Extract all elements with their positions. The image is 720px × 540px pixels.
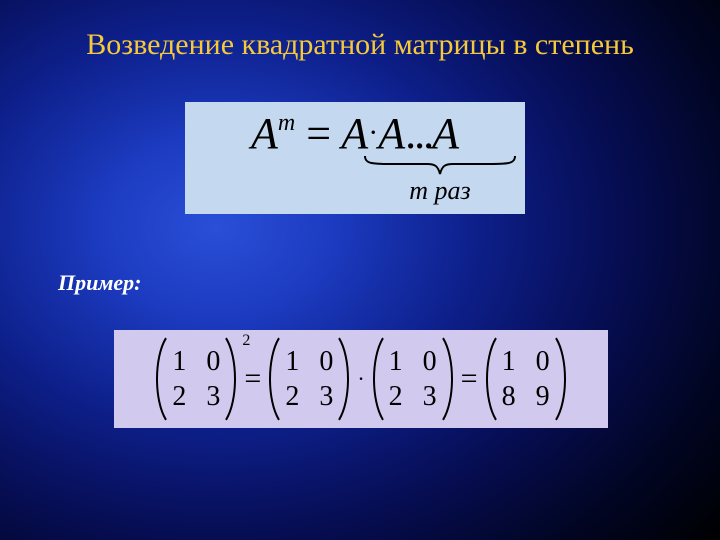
example-heading: Пример: [58,270,142,296]
slide-title: Возведение квадратной матрицы в степень [0,28,720,62]
rhs-a2: A [378,109,405,158]
example-formula-box: 10 23 2 = 10 23 · 10 23 = [114,330,608,428]
ellipsis: ... [405,109,432,158]
lhs-exponent: m [278,110,295,136]
definition-formula-box: Am = A·A...A m раз [185,102,525,214]
underbrace-label: m раз [363,176,517,206]
matrix-lhs: 10 23 2 [156,340,236,418]
lhs-base: A [251,109,278,158]
cdot-1: · [368,116,378,149]
matrix-result: 10 89 [486,340,566,418]
equals-sign-1: = [244,362,261,396]
rhs-a3: A [432,109,459,158]
rhs-a1: A [341,109,368,158]
example-equation: 10 23 2 = 10 23 · 10 23 = [126,338,596,420]
matrix-lhs-power: 2 [242,332,250,350]
underbrace-icon [363,154,517,178]
matrix-factor-1: 10 23 [269,340,349,418]
equals-sign-2: = [461,362,478,396]
definition-formula: Am = A·A...A [185,108,525,159]
cdot-2: · [357,366,364,392]
matrix-factor-2: 10 23 [373,340,453,418]
equals-sign: = [306,109,331,158]
